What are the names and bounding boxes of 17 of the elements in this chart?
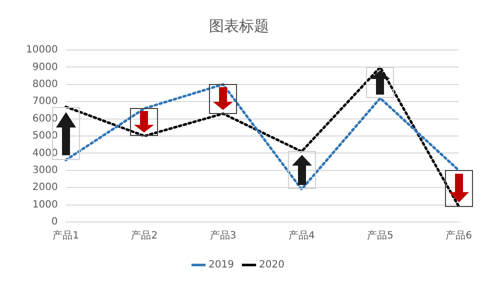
- x-tick-label: 产品1: [52, 230, 79, 242]
- legend-label: 2020: [259, 260, 284, 271]
- x-tick-label: 产品2: [131, 230, 158, 242]
- chart-title: 图表标题: [209, 16, 269, 35]
- x-tick-label: 产品5: [367, 230, 394, 242]
- x-tick-label: 产品3: [210, 230, 236, 242]
- x-tick-label: 产品6: [446, 230, 472, 242]
- y-tick-label: 0: [51, 216, 58, 228]
- y-tick-label: 7000: [32, 96, 58, 108]
- y-tick-label: 10000: [26, 44, 58, 56]
- x-tick-label: 产品4: [288, 230, 315, 242]
- y-tick-label: 2000: [32, 182, 58, 194]
- y-tick-label: 3000: [32, 164, 58, 176]
- legend-label: 2019: [208, 260, 234, 271]
- y-tick-label: 9000: [32, 62, 58, 73]
- y-tick-label: 8000: [32, 78, 58, 90]
- y-tick-label: 1000: [32, 199, 58, 210]
